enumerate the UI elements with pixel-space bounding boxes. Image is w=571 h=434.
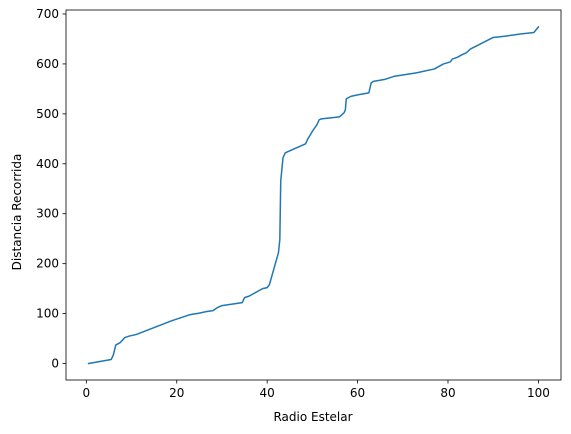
y-tick-label-0: 0 [51,357,59,371]
y-tick-label-300: 300 [36,207,59,221]
plot-area: 0 20 40 60 80 100 0 100 200 300 400 500 600 700 [36,7,562,400]
y-tick-label-500: 500 [36,107,59,121]
x-tick-label-20: 20 [169,386,184,400]
x-tick-label-0: 0 [83,386,91,400]
y-tick-label-700: 700 [36,7,59,21]
y-tick-label-600: 600 [36,57,59,71]
y-tick-label-200: 200 [36,257,59,271]
series-line-0 [87,25,540,365]
y-tick-label-400: 400 [36,157,59,171]
x-tick-label-60: 60 [350,386,365,400]
x-tick-label-40: 40 [260,386,275,400]
y-axis-label: Distancia Recorrida [10,154,24,271]
x-tick-label-80: 80 [440,386,455,400]
x-axis-label: Radio Estelar [273,410,352,424]
axes-frame [65,9,562,381]
x-tick-label-100: 100 [527,386,550,400]
y-tick-label-100: 100 [36,307,59,321]
